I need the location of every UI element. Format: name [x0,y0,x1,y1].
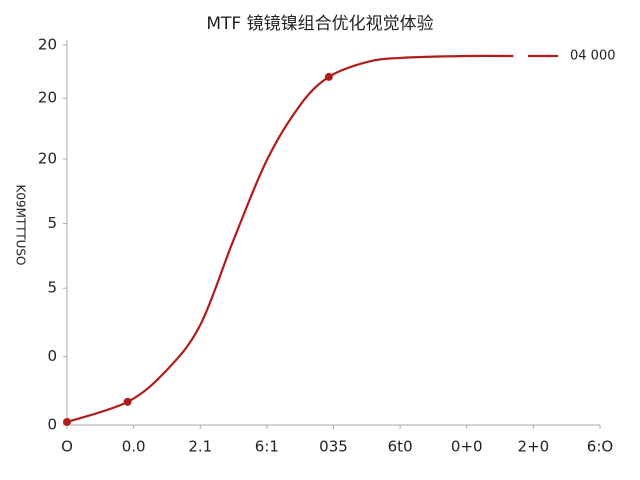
y-tick-label: 0 [47,347,57,365]
line-series [66,54,514,424]
x-tick-label: 6t0 [388,438,413,456]
x-tick-label: 0.0 [122,438,146,456]
x-tick-label: 0+0 [451,438,483,456]
y-tick-label: 20 [38,89,57,107]
y-tick-label: 5 [47,214,57,232]
y-tick-label: 20 [38,36,57,54]
legend-label: 04 000 [570,49,616,64]
x-tick-label: 6:1 [255,438,279,456]
x-tick-label: 2.1 [188,438,212,456]
x-tick-label: 035 [319,438,348,456]
y-axis-label: K09MTTTUSO [14,185,28,266]
x-tick-label: O [61,438,73,456]
chart-title: MTF 镜镜镍组合优化视觉体验 [206,14,433,34]
x-tick-label: 6:O [587,438,613,456]
x-tick-label: 2+0 [518,438,550,456]
y-tick-label: 5 [47,279,57,297]
data-marker [324,72,333,81]
y-tick-label: 0 [47,416,57,434]
data-marker [63,417,71,426]
y-tick-label: 20 [38,150,57,168]
data-marker [123,397,132,406]
